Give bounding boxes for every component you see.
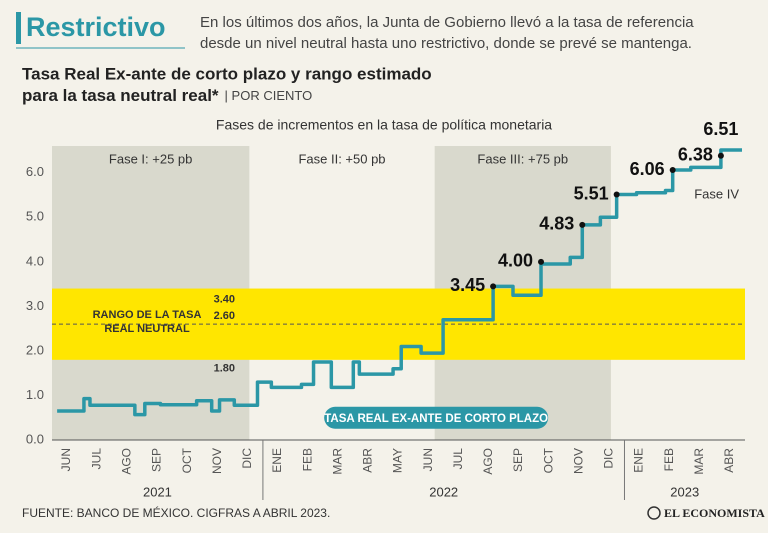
y-tick-label: 2.0 <box>26 342 44 357</box>
x-tick-label: FEB <box>662 448 676 471</box>
band-value-label: 2.60 <box>214 310 235 322</box>
x-tick-label: SEP <box>511 448 525 472</box>
chart-title: para la tasa neutral real* <box>22 86 219 105</box>
y-tick-label: 1.0 <box>26 387 44 402</box>
chart-subtitle: Fases de incrementos en la tasa de polít… <box>216 117 552 133</box>
phase-label: Fase I: +25 pb <box>109 151 192 166</box>
chart-title: para la tasa neutral real* | POR CIENTO <box>22 86 312 105</box>
annotation-dot <box>579 221 586 228</box>
x-tick-label: NOV <box>571 448 585 474</box>
x-tick-label: OCT <box>541 447 555 473</box>
phase-label: Fase II: +50 pb <box>298 151 385 166</box>
unit: | POR CIENTO <box>225 88 313 103</box>
header-description: desde un nivel neutral hasta uno restric… <box>200 35 692 52</box>
x-tick-label: JUN <box>421 448 435 471</box>
x-tick-label: ENE <box>632 448 646 473</box>
x-tick-label: MAR <box>330 448 344 475</box>
annotation-label: 6.51 <box>703 119 738 139</box>
annotation-dot <box>669 167 676 174</box>
x-tick-label: MAY <box>391 448 405 473</box>
annotation-label: 5.51 <box>574 183 609 203</box>
x-tick-label: MAR <box>692 448 706 475</box>
year-label: 2021 <box>143 484 172 499</box>
year-label: 2022 <box>429 484 458 499</box>
annotation-dot <box>490 283 497 290</box>
x-tick-label: NOV <box>210 448 224 474</box>
y-tick-label: 0.0 <box>26 431 44 446</box>
x-tick-label: FEB <box>300 448 314 471</box>
band-value-label: 1.80 <box>214 363 235 375</box>
annotation-dot <box>717 152 724 159</box>
band-value-label: 3.40 <box>214 293 235 305</box>
x-tick-label: SEP <box>150 448 164 472</box>
x-tick-label: ABR <box>722 448 736 473</box>
x-tick-label: OCT <box>180 447 194 473</box>
y-tick-label: 3.0 <box>26 298 44 313</box>
annotation-label: 6.06 <box>630 159 665 179</box>
x-tick-label: JUN <box>59 448 73 471</box>
chart-title: Tasa Real Ex-ante de corto plazo y rango… <box>22 64 432 83</box>
annotation-label: 3.45 <box>450 275 485 295</box>
annotation-label: 4.83 <box>539 214 574 234</box>
series-label-box <box>324 406 549 429</box>
source: FUENTE: BANCO DE MÉXICO. CIGFRAS A ABRIL… <box>22 505 330 520</box>
x-tick-label: AGO <box>119 448 133 475</box>
y-tick-label: 4.0 <box>26 253 44 268</box>
annotation-dot <box>613 191 620 198</box>
phase-label: Fase IV <box>694 186 739 201</box>
band-label: REAL NEUTRAL <box>104 323 190 335</box>
x-tick-label: DIC <box>602 448 616 469</box>
logo-icon <box>647 506 661 520</box>
annotation-dot <box>538 258 545 265</box>
phase-label: Fase III: +75 pb <box>477 151 568 166</box>
annotation-label: 4.00 <box>498 251 533 271</box>
x-tick-label: ENE <box>270 448 284 473</box>
x-tick-label: ABR <box>361 448 375 473</box>
logo: EL ECONOMISTA <box>664 506 765 520</box>
year-label: 2023 <box>670 484 699 499</box>
header-accent <box>16 12 21 44</box>
x-tick-label: JUL <box>451 448 465 470</box>
y-tick-label: 6.0 <box>26 164 44 179</box>
series-label: TASA REAL EX-ANTE DE CORTO PLAZO <box>324 413 548 425</box>
header-title: Restrictivo <box>26 12 166 42</box>
x-tick-label: JUL <box>89 448 103 470</box>
x-tick-label: AGO <box>481 448 495 475</box>
band-label: RANGO DE LA TASA <box>93 309 202 321</box>
annotation-label: 6.38 <box>678 145 713 165</box>
x-tick-label: DIC <box>240 448 254 469</box>
header-description: En los últimos dos años, la Junta de Gob… <box>200 14 694 31</box>
y-tick-label: 5.0 <box>26 209 44 224</box>
series-line <box>57 148 742 417</box>
